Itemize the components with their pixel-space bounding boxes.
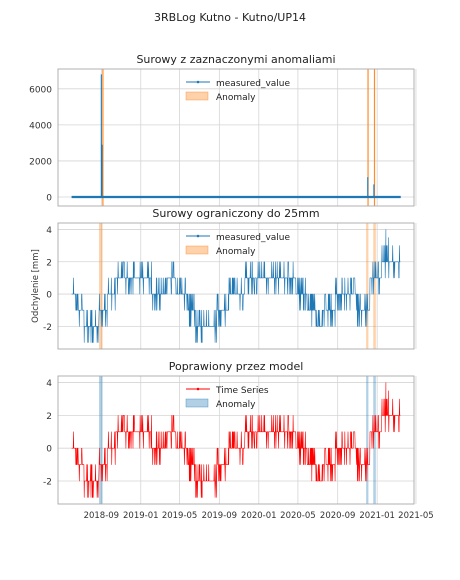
anomaly-span <box>373 223 376 349</box>
axes-frame <box>57 222 415 350</box>
anomaly-span <box>366 376 369 504</box>
y-tick-label: 0 <box>46 291 52 301</box>
y-tick-label: 2 <box>46 412 52 422</box>
x-tick-label: 2021-05 <box>398 511 434 521</box>
x-tick-label: 2019-09 <box>202 511 238 521</box>
legend-label: Time Series <box>215 386 269 396</box>
series-line <box>71 229 401 343</box>
x-tick-label: 2019-05 <box>162 511 198 521</box>
legend: measured_value Anomaly <box>185 79 291 103</box>
x-tick-label: 2018-09 <box>84 511 120 521</box>
axes-frame <box>57 375 415 505</box>
panel-title: Surowy ograniczony do 25mm <box>152 207 319 220</box>
y-tick-label: 4 <box>46 379 52 389</box>
legend: measured_value Anomaly <box>185 233 291 257</box>
y-tick-label: 2 <box>46 258 52 268</box>
x-tick-label: 2019-01 <box>123 511 159 521</box>
legend-patch-marker <box>185 91 209 101</box>
panel-raw-anomalies: 0 2000 4000 6000 Surowy z zaznaczonymi anoma… <box>29 53 417 207</box>
legend-label: measured_value <box>216 233 291 243</box>
legend: Time Series Anomaly <box>185 386 269 410</box>
y-tick-label: 4 <box>46 226 52 236</box>
legend-patch-marker <box>185 245 209 255</box>
x-tick-label: 2020-09 <box>320 511 356 521</box>
legend-point-marker <box>196 387 200 391</box>
x-tick-label: 2020-05 <box>280 511 316 521</box>
y-axis-label: Odchylenie [mm] <box>31 249 41 323</box>
anomaly-span <box>366 223 369 349</box>
panel-raw-clipped: -2 0 2 4 Surowy ograniczony do 25mm Odchyleni… <box>31 207 417 350</box>
legend-label: measured_value <box>216 79 291 89</box>
anomaly-span <box>99 376 103 504</box>
anomaly-span <box>373 376 376 504</box>
y-tick-label: -2 <box>43 323 52 333</box>
plot-area <box>58 69 414 206</box>
panel-title: Surowy z zaznaczonymi anomaliami <box>136 53 335 66</box>
anomaly-span <box>367 69 369 206</box>
anomaly-span <box>102 69 104 206</box>
series-line <box>71 382 401 498</box>
y-tick-label: 0 <box>46 445 52 455</box>
legend-patch-marker <box>185 398 209 408</box>
panel-title: Poprawiony przez model <box>169 360 304 373</box>
legend-label: Anomaly <box>216 247 256 257</box>
panel-model-corrected: -2 0 2 4 2018-09 2019-01 2019-05 2019-09 2020-01… <box>43 360 434 521</box>
anomaly-span <box>99 223 103 349</box>
x-tick-label: 2020-01 <box>241 511 277 521</box>
y-tick-label: 0 <box>46 193 52 203</box>
legend-label: Anomaly <box>216 400 256 410</box>
figure-suptitle: 3RBLog Kutno - Kutno/UP14 <box>154 11 306 24</box>
y-tick-label: -2 <box>43 478 52 488</box>
y-tick-label: 2000 <box>29 157 52 167</box>
x-tick-label: 2021-01 <box>359 511 395 521</box>
legend-point-marker <box>196 80 200 84</box>
y-tick-label: 4000 <box>29 121 52 131</box>
legend-point-marker <box>196 234 200 238</box>
y-tick-label: 6000 <box>29 85 52 95</box>
axes-frame <box>57 68 415 207</box>
anomaly-span <box>373 69 376 206</box>
legend-label: Anomaly <box>216 93 256 103</box>
